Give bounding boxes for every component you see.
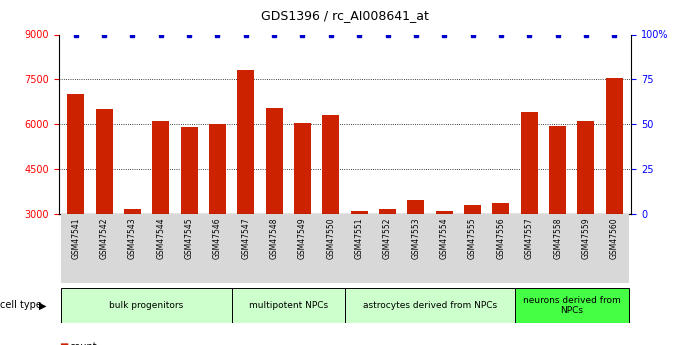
Bar [407,200,424,214]
Text: cell type: cell type [0,300,42,310]
Bar [260,214,288,283]
Bar [402,214,430,283]
Bar [322,115,339,214]
Bar [379,209,396,214]
Text: GSM47551: GSM47551 [355,217,364,259]
Bar [373,214,402,283]
Bar [266,108,283,214]
Text: multipotent NPCs: multipotent NPCs [248,301,328,310]
Bar [181,127,197,214]
Bar [521,112,538,214]
Bar [515,288,629,323]
Bar [486,214,515,283]
Bar [572,214,600,283]
Bar [118,214,146,283]
Bar [237,70,255,214]
Text: GSM47560: GSM47560 [610,217,619,259]
Bar [152,121,169,214]
Bar [61,214,90,283]
Text: GSM47558: GSM47558 [553,217,562,259]
Bar [175,214,204,283]
Text: GSM47554: GSM47554 [440,217,449,259]
Bar [351,211,368,214]
Bar [146,214,175,283]
Bar [464,205,481,214]
Text: GSM47557: GSM47557 [525,217,534,259]
Bar [67,94,84,214]
Text: GSM47546: GSM47546 [213,217,222,259]
Text: GSM47542: GSM47542 [99,217,108,259]
Bar [578,121,595,214]
Bar [90,214,118,283]
Text: GSM47553: GSM47553 [411,217,420,259]
Bar [549,126,566,214]
Text: astrocytes derived from NPCs: astrocytes derived from NPCs [363,301,497,310]
Bar [345,214,373,283]
Bar [124,209,141,214]
Text: GSM47547: GSM47547 [241,217,250,259]
Text: GSM47556: GSM47556 [496,217,506,259]
Text: GSM47552: GSM47552 [383,217,392,259]
Text: GSM47559: GSM47559 [582,217,591,259]
Text: GSM47555: GSM47555 [468,217,477,259]
Text: GSM47550: GSM47550 [326,217,335,259]
Bar [95,109,112,214]
Text: GSM47541: GSM47541 [71,217,80,259]
Text: count: count [69,342,97,345]
Text: neurons derived from
NPCs: neurons derived from NPCs [523,296,621,315]
Bar [317,214,345,283]
Bar [232,288,345,323]
Text: ▶: ▶ [39,300,47,310]
Text: bulk progenitors: bulk progenitors [110,301,184,310]
Bar [288,214,317,283]
Bar [209,124,226,214]
Bar [430,214,458,283]
Bar [294,123,311,214]
Text: GSM47543: GSM47543 [128,217,137,259]
Bar [493,204,509,214]
Bar [515,214,544,283]
Bar [345,288,515,323]
Bar [606,78,623,214]
Text: GSM47544: GSM47544 [156,217,165,259]
Bar [61,288,232,323]
Text: GSM47549: GSM47549 [298,217,307,259]
Bar [232,214,260,283]
Text: GSM47545: GSM47545 [184,217,194,259]
Bar [544,214,572,283]
Text: GDS1396 / rc_AI008641_at: GDS1396 / rc_AI008641_at [261,9,429,22]
Bar [458,214,486,283]
Text: ■: ■ [59,342,68,345]
Text: GSM47548: GSM47548 [270,217,279,259]
Bar [204,214,232,283]
Bar [600,214,629,283]
Bar [435,211,453,214]
